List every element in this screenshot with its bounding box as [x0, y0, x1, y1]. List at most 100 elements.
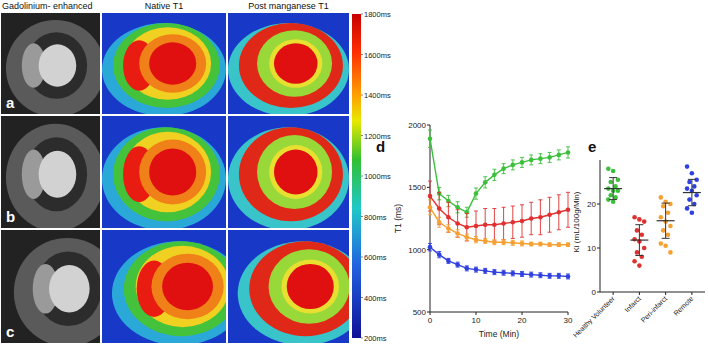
data-point	[446, 226, 451, 231]
data-point	[474, 224, 479, 229]
error-bar	[557, 150, 561, 160]
image-region	[136, 246, 226, 327]
error-bar	[437, 252, 441, 258]
data-point	[690, 171, 695, 176]
x-tick	[476, 312, 477, 315]
x-tick-label: Healthy Volunteer	[572, 294, 617, 339]
image-region	[228, 23, 349, 114]
sd-bar	[609, 178, 617, 200]
error-bar	[538, 154, 542, 164]
colorbar-tick	[361, 216, 363, 217]
error-bar	[502, 164, 506, 174]
error-bar	[446, 202, 450, 232]
x-tick	[613, 292, 614, 295]
error-bar	[465, 214, 469, 241]
data-point	[666, 211, 671, 216]
error-bar	[511, 271, 515, 276]
y-tick	[427, 125, 430, 126]
x-tick	[639, 292, 640, 295]
error-bar	[520, 241, 524, 246]
y-tick	[597, 292, 600, 293]
error-bar	[474, 188, 478, 199]
data-point	[529, 242, 534, 247]
data-point	[483, 222, 488, 227]
figure: abcGadolinium- enhancedNative T1Post man…	[0, 0, 709, 344]
image-region	[6, 124, 100, 228]
data-point	[538, 156, 543, 161]
data-point	[529, 158, 534, 163]
error-bar	[446, 258, 450, 263]
y-tick-label: 1000	[408, 246, 426, 255]
data-point	[547, 212, 552, 217]
error-bar	[492, 209, 496, 241]
data-point	[608, 193, 613, 198]
data-point	[635, 250, 640, 255]
data-point	[455, 205, 460, 210]
series-line	[430, 207, 568, 244]
error-bar	[456, 262, 460, 267]
sd-bar	[662, 203, 670, 238]
data-point	[616, 178, 621, 183]
panel-label: e	[588, 138, 596, 155]
data-point	[455, 221, 460, 226]
error-bar	[492, 240, 496, 245]
error-bar	[474, 267, 478, 272]
x-tick-label: 30	[564, 316, 573, 325]
data-point	[437, 252, 442, 257]
data-point	[659, 215, 664, 220]
y-tick	[597, 204, 600, 205]
data-point	[501, 240, 506, 245]
x-tick-label: Remote	[672, 295, 694, 317]
series-line	[430, 196, 568, 227]
image-region	[239, 23, 343, 108]
data-point	[685, 164, 690, 169]
error-bar	[557, 273, 561, 278]
error-bar	[566, 192, 570, 227]
data-point	[642, 246, 647, 251]
row-label: a	[6, 94, 15, 111]
data-point	[663, 244, 668, 249]
image-region	[149, 42, 196, 84]
data-point	[511, 241, 516, 246]
image-panel	[102, 13, 226, 114]
column-title: Post manganese T1	[248, 1, 328, 11]
data-point	[661, 228, 666, 233]
data-point	[455, 262, 460, 267]
data-point	[492, 270, 497, 275]
sd-bar	[688, 179, 696, 205]
colorbar-tick	[361, 297, 363, 298]
x-tick	[430, 312, 431, 315]
error-bar	[557, 195, 561, 230]
data-point	[635, 228, 640, 233]
error-bar	[456, 230, 460, 237]
data-point	[465, 225, 470, 230]
y-axis-label: T1 (ms)	[393, 204, 403, 233]
plot-area	[428, 130, 571, 279]
x-tick	[522, 312, 523, 315]
data-point	[474, 191, 479, 196]
error-bar	[566, 274, 570, 279]
error-bar	[483, 268, 487, 273]
data-point	[639, 233, 644, 238]
error-bar	[548, 197, 552, 232]
data-point	[437, 220, 442, 225]
y-tick-label: 10	[587, 244, 596, 253]
image-panel	[1, 230, 100, 343]
data-point	[687, 180, 692, 185]
image-panel	[228, 230, 349, 343]
data-point	[437, 206, 442, 211]
error-bar	[502, 270, 506, 275]
y-tick-label: 0	[592, 288, 597, 297]
error-bar	[483, 209, 487, 241]
error-bar	[428, 181, 432, 211]
data-point	[492, 222, 497, 227]
data-point	[557, 242, 562, 247]
error-bar	[511, 240, 515, 245]
image-region	[239, 127, 343, 221]
column-title: Native T1	[145, 1, 183, 11]
data-point	[538, 242, 543, 247]
image-region	[149, 148, 196, 195]
data-point	[692, 184, 697, 189]
series-line	[430, 139, 568, 213]
data-point	[446, 215, 451, 220]
